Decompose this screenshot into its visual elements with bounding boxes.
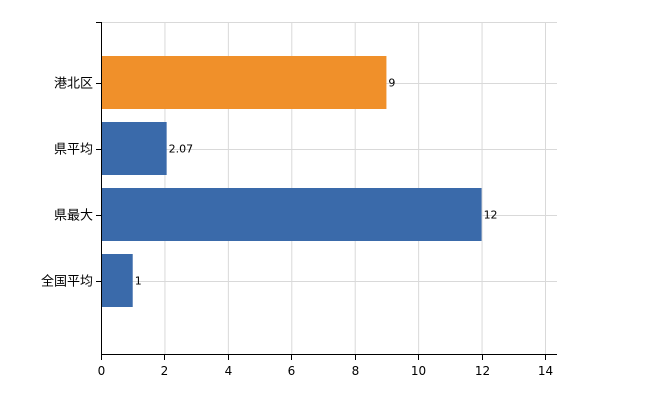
bar <box>101 254 133 307</box>
y-tick-label: 県平均 <box>54 143 93 158</box>
data-label: 12 <box>484 209 498 222</box>
x-tick-label: 8 <box>352 364 360 378</box>
x-tick-label: 6 <box>288 364 296 378</box>
labels: 9 港北区 2.07 県平均 12 県最大 1 全国平均 0 2 4 6 8 10 12 14 <box>41 77 553 379</box>
x-tick-label: 4 <box>225 364 233 378</box>
data-label: 1 <box>135 275 142 288</box>
y-tick-label: 港北区 <box>54 77 93 92</box>
bar <box>101 122 167 175</box>
x-tick-label: 12 <box>475 364 490 378</box>
bars <box>101 56 482 307</box>
axes <box>96 22 557 360</box>
bar <box>101 56 387 109</box>
x-tick-label: 0 <box>98 364 106 378</box>
x-tick-label: 2 <box>161 364 169 378</box>
data-label: 9 <box>388 77 395 90</box>
x-tick-label: 14 <box>538 364 553 378</box>
data-label: 2.07 <box>169 143 194 156</box>
y-tick-label: 全国平均 <box>41 274 93 290</box>
y-tick-label: 県最大 <box>54 209 93 224</box>
bar <box>101 188 482 241</box>
x-tick-label: 10 <box>411 364 426 378</box>
